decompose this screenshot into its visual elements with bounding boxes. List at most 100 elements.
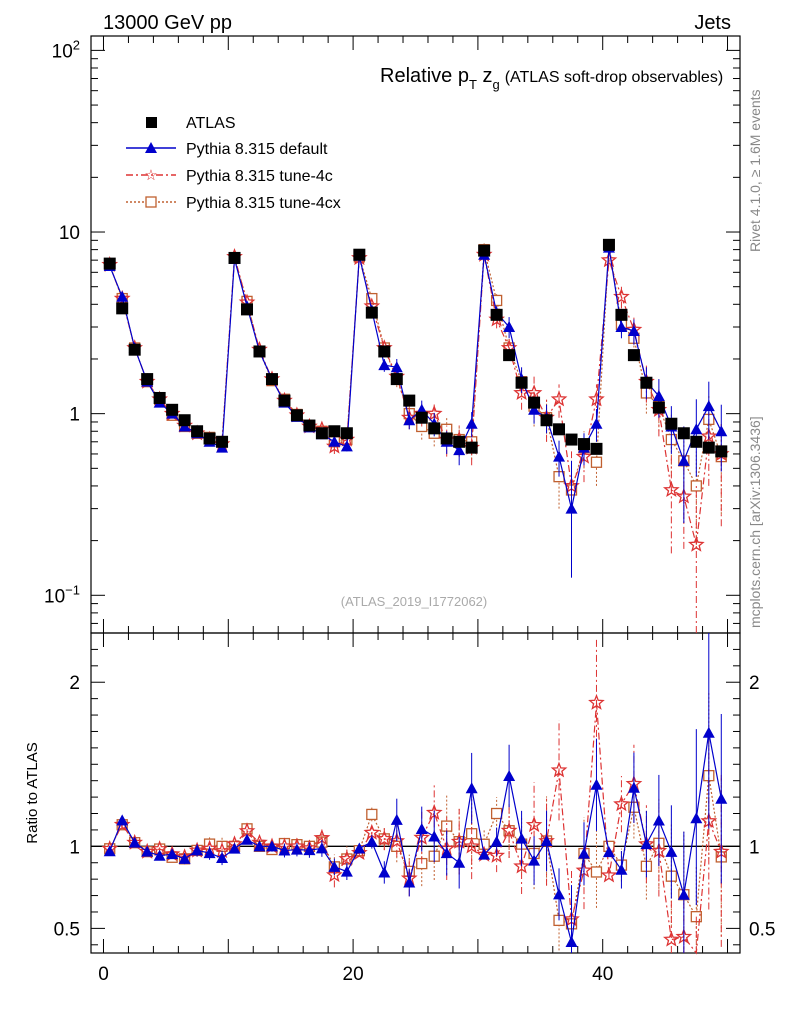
- data-point-atlas: [153, 391, 166, 404]
- ratio-point-default: [253, 840, 266, 852]
- data-point-default: [503, 320, 516, 332]
- analysis-watermark: (ATLAS_2019_I1772062): [341, 594, 487, 609]
- legend-marker-tune4c: ☆: [144, 166, 157, 184]
- data-point-atlas: [353, 248, 366, 261]
- ratio-point-default: [677, 888, 690, 900]
- ratio-point-tune4c: [500, 821, 518, 838]
- ratio-point-default: [216, 852, 229, 864]
- ratio-point-default: [690, 812, 703, 824]
- ratio-point-default: [265, 840, 278, 852]
- data-point-atlas: [590, 442, 603, 455]
- ratio-point-default: [615, 863, 628, 875]
- data-point-tune4c: [550, 390, 568, 407]
- ratio-point-default: [490, 835, 503, 847]
- x-tick-label: 40: [592, 964, 613, 985]
- ratio-point-default: [278, 844, 291, 856]
- data-point-default: [627, 325, 640, 337]
- data-point-atlas: [453, 435, 466, 448]
- ratio-y-tick-label-right: 2: [749, 673, 760, 694]
- ratio-point-tune4c: [663, 930, 680, 947]
- data-point-atlas: [403, 394, 416, 407]
- data-point-default: [453, 444, 466, 456]
- ratio-point-default: [290, 843, 303, 855]
- ratio-line-tune4c: [109, 702, 722, 955]
- ratio-point-tune4cx: [590, 866, 603, 878]
- ratio-point-default: [428, 830, 441, 842]
- data-point-default: [328, 435, 341, 447]
- ratio-y-tick-label: 1: [69, 837, 80, 858]
- legend-item-tune4cx: Pythia 8.315 tune-4cx: [126, 195, 341, 212]
- data-point-tune4c: [662, 481, 680, 498]
- data-point-atlas: [677, 427, 690, 440]
- data-point-atlas: [303, 419, 316, 432]
- data-point-atlas: [328, 425, 341, 438]
- legend-label-tune4cx: Pythia 8.315 tune-4cx: [186, 195, 341, 212]
- chart-title: Relative pT zg (ATLAS soft-drop observabl…: [380, 65, 723, 92]
- ratio-point-default: [465, 782, 478, 794]
- ratio-point-tune4c: [375, 830, 393, 846]
- data-point-atlas: [528, 396, 541, 409]
- ratio-point-default: [166, 848, 179, 860]
- data-point-default: [403, 414, 416, 426]
- legend-label-default: Pythia 8.315 default: [186, 141, 328, 158]
- ratio-point-default: [191, 844, 204, 856]
- data-point-atlas: [490, 308, 503, 321]
- legend-marker-atlas: [146, 117, 157, 128]
- ratio-point-tune4c: [588, 693, 605, 710]
- ratio-series: [101, 633, 730, 955]
- ratio-point-tune4c: [338, 850, 356, 867]
- data-point-atlas: [103, 257, 116, 270]
- ratio-point-tune4c: [613, 795, 630, 812]
- ratio-point-default: [365, 835, 378, 847]
- ratio-point-default: [153, 849, 166, 861]
- data-point-default: [615, 320, 628, 332]
- ratio-point-default: [340, 865, 353, 877]
- ratio-point-default: [640, 838, 653, 850]
- data-point-atlas: [540, 414, 553, 427]
- ratio-point-default: [715, 792, 728, 804]
- ratio-point-default: [577, 847, 590, 859]
- legend-label-tune4c: Pythia 8.315 tune-4c: [186, 168, 333, 185]
- data-point-atlas: [390, 373, 403, 386]
- ratio-point-tune4c: [513, 857, 530, 874]
- series-atlas: [103, 238, 728, 458]
- legend-marker-tune4cx: [145, 196, 157, 208]
- collision-label: 13000 GeV pp: [103, 12, 232, 34]
- legend-item-tune4c: ☆ Pythia 8.315 tune-4c: [126, 166, 333, 185]
- data-point-atlas: [478, 244, 491, 257]
- data-point-default: [390, 361, 403, 373]
- ratio-point-default: [590, 778, 603, 790]
- data-point-atlas: [340, 427, 353, 440]
- ratio-point-default: [602, 846, 615, 858]
- ratio-point-default: [652, 814, 665, 826]
- data-point-tune4cx: [690, 480, 702, 492]
- ratio-line-default: [109, 732, 722, 943]
- ratio-point-default: [503, 770, 516, 782]
- data-point-default: [378, 359, 391, 371]
- ratio-axis-label: Ratio to ATLAS: [24, 742, 41, 843]
- ratio-point-default: [702, 726, 715, 738]
- ratio-point-tune4c: [600, 866, 618, 883]
- ratio-point-default: [528, 854, 541, 866]
- data-point-atlas: [265, 373, 278, 386]
- data-point-atlas: [428, 422, 441, 435]
- data-point-default: [715, 425, 728, 437]
- data-point-atlas: [278, 394, 291, 407]
- data-point-default: [116, 290, 129, 302]
- ratio-point-default: [116, 814, 129, 826]
- series-tune4cx: [104, 239, 727, 549]
- legend: ATLAS Pythia 8.315 default ☆ Pythia 8.31…: [126, 115, 341, 212]
- ratio-point-default: [141, 845, 154, 857]
- data-point-atlas: [216, 435, 229, 448]
- data-point-atlas: [465, 441, 478, 454]
- mcplots-reference-label: mcplots.cern.ch [arXiv:1306.3436]: [747, 416, 763, 628]
- ratio-point-tune4cx: [490, 807, 503, 820]
- ratio-point-default: [415, 823, 428, 835]
- data-point-default: [565, 502, 578, 514]
- data-point-tune4c: [688, 535, 705, 552]
- data-point-atlas: [116, 302, 129, 315]
- data-point-atlas: [440, 432, 453, 445]
- ratio-point-tune4c: [326, 866, 343, 883]
- data-point-atlas: [640, 376, 653, 389]
- ratio-point-default: [203, 847, 216, 859]
